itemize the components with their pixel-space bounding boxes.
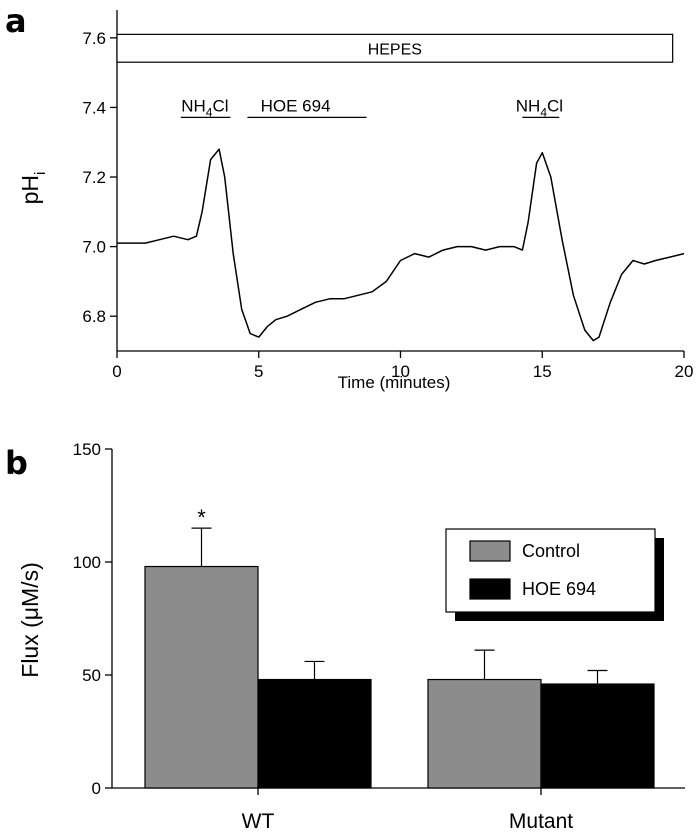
- category-label: Mutant: [509, 810, 573, 833]
- panel-a-y-tick-label: 6.8: [82, 307, 106, 326]
- panel-a-y-tick-label: 7.2: [82, 168, 106, 187]
- panel-a-label: a: [5, 2, 27, 40]
- panel-b-y-tick-label: 150: [73, 440, 101, 459]
- bar: [144, 565, 259, 789]
- legend-swatch: [469, 578, 511, 600]
- legend: Control HOE 694: [445, 528, 664, 621]
- panel-b-label: b: [5, 444, 28, 482]
- panel-a-y-axis-title: pHi: [17, 172, 49, 205]
- bar: [257, 678, 372, 789]
- legend-label: HOE 694: [522, 579, 596, 599]
- panel-b-y-ticks: 0 50 100 150: [73, 440, 112, 798]
- panel-b-bars: *: [144, 505, 655, 789]
- treatment-label: NH4Cl: [181, 96, 228, 119]
- treatment-label: HOE 694: [261, 96, 331, 115]
- panel-a-x-tick-label: 10: [391, 362, 410, 381]
- legend-label: Control: [522, 541, 580, 561]
- category-label: WT: [242, 810, 275, 833]
- panel-a-y-ticks: 6.8 7.0 7.2 7.4 7.6: [82, 29, 117, 326]
- ph-trace-line: [117, 148, 685, 342]
- panel-a-x-tick-label: 15: [533, 362, 552, 381]
- bar: [427, 678, 542, 789]
- panel-b-y-tick-label: 100: [73, 553, 101, 572]
- panel-a-x-tick-label: 5: [254, 362, 263, 381]
- panel-a-y-axis-title-sub: i: [32, 172, 49, 175]
- hepes-bar: HEPES: [116, 33, 674, 63]
- treatment-label: NH4Cl: [516, 96, 563, 119]
- hepes-bar-label: HEPES: [368, 41, 422, 58]
- significance-marker: *: [197, 505, 206, 530]
- panel-a-x-tick-label: 0: [112, 362, 121, 381]
- panel-b: b 0 50 100 150 Flux (μM/s) * WT Mutant Contr…: [5, 440, 685, 833]
- panel-a-x-tick-label: 20: [675, 362, 694, 381]
- panel-a-x-axis-title: Time (minutes): [338, 373, 451, 392]
- panel-b-y-axis-title: Flux (μM/s): [17, 562, 43, 677]
- panel-a-annotations: NH4Cl HOE 694 NH4Cl: [180, 96, 563, 119]
- panel-b-y-tick-label: 50: [82, 666, 101, 685]
- panel-a-y-tick-label: 7.0: [82, 238, 106, 257]
- panel-b-category-labels: WT Mutant: [242, 788, 573, 833]
- legend-swatch: [469, 540, 511, 562]
- panel-b-y-tick-label: 0: [92, 779, 101, 798]
- svg-text:pHi: pHi: [17, 172, 49, 205]
- panel-a-y-tick-label: 7.4: [82, 98, 106, 117]
- panel-a-y-axis-title-main: pH: [17, 175, 43, 204]
- legend-items: Control HOE 694: [469, 540, 596, 600]
- panel-a: a 6.8 7.0 7.2 7.4 7.6 0 5 10 15 20 pHi Time (min…: [5, 2, 693, 392]
- panel-a-y-tick-label: 7.6: [82, 29, 106, 48]
- hepes-bar-rect: [116, 33, 674, 63]
- bar: [540, 683, 655, 789]
- panel-a-x-ticks: 0 5 10 15 20: [112, 351, 693, 381]
